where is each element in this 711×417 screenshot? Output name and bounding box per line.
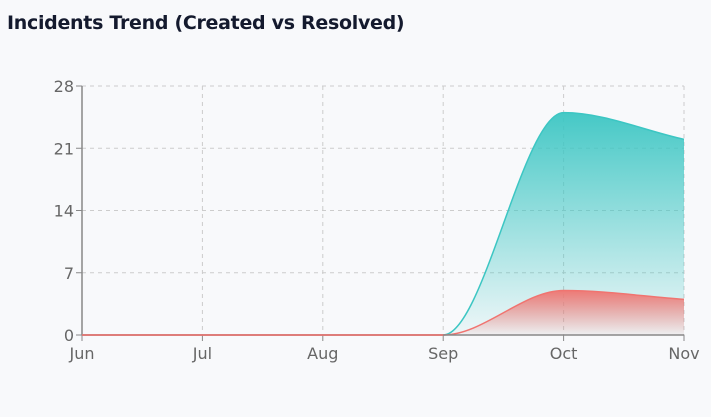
y-tick-label: 21 — [54, 139, 74, 158]
area-resolved — [82, 290, 684, 335]
x-tick-label: Aug — [307, 344, 338, 363]
x-tick-label: Oct — [550, 344, 578, 363]
x-tick-label: Jul — [192, 344, 212, 363]
x-tick-label: Nov — [668, 344, 699, 363]
x-tick-label: Sep — [428, 344, 458, 363]
chart-title: Incidents Trend (Created vs Resolved) — [7, 12, 405, 34]
y-tick-label: 28 — [54, 77, 74, 96]
y-tick-label: 0 — [64, 326, 74, 345]
area-created — [82, 112, 684, 335]
y-tick-label: 14 — [54, 202, 74, 221]
x-tick-label: Jun — [69, 344, 95, 363]
y-tick-label: 7 — [64, 264, 74, 283]
